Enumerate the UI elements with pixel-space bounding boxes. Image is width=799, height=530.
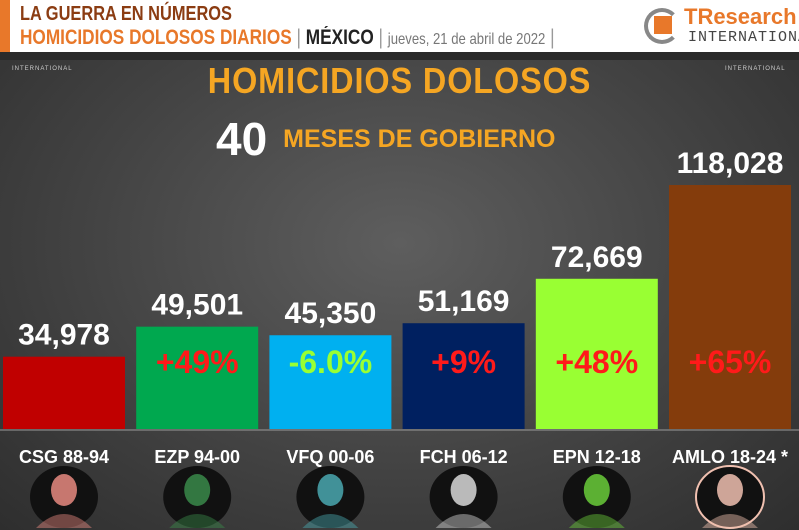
category-label: CSG 88-94 (19, 447, 109, 467)
bar (402, 323, 525, 429)
change-label: +9% (431, 344, 496, 380)
change-label: +65% (689, 344, 772, 380)
category-label: AMLO 18-24 * (672, 447, 788, 467)
bar (3, 356, 125, 429)
months-number: 40 (216, 113, 268, 165)
category-label: FCH 06-12 (420, 447, 508, 467)
header-title: LA GUERRA EN NÚMEROS (20, 3, 232, 25)
months-label: MESES DE GOBIERNO (283, 124, 556, 153)
watermark-logo-right: INTERNATIONAL (725, 66, 786, 72)
photo-shoulders (302, 514, 359, 528)
header-topic: HOMICIDIOS DOLOSOS DIARIOS (20, 26, 292, 49)
chart-background (0, 52, 799, 530)
chart-title: HOMICIDIOS DOLOSOS (207, 60, 592, 101)
value-label: 118,028 (677, 147, 784, 180)
watermark-logo-left: INTERNATIONAL (12, 66, 73, 72)
logo-bars-icon (654, 16, 672, 34)
tresearch-logo: TResearch INTERNATIONAL (640, 4, 799, 48)
photo-shoulders (702, 514, 758, 528)
photo-shoulders (36, 514, 92, 528)
chart-subtitle: 40 MESES DE GOBIERNO (216, 112, 555, 166)
header: LA GUERRA EN NÚMEROS HOMICIDIOS DOLOSOS … (0, 0, 799, 52)
photo-shoulders (568, 514, 625, 528)
header-country: MÉXICO (305, 26, 374, 49)
bar (669, 185, 791, 429)
header-subtitle: HOMICIDIOS DOLOSOS DIARIOS | MÉXICO | ju… (20, 26, 555, 50)
divider (0, 52, 799, 60)
logo-mark-icon (644, 8, 680, 44)
accent-stripe (0, 0, 10, 52)
change-label: +49% (156, 344, 239, 380)
category-label: VFQ 00-06 (286, 447, 374, 467)
photo-face (51, 474, 77, 506)
value-label: 51,169 (418, 285, 510, 318)
photo-face (717, 474, 743, 506)
bar (269, 335, 392, 429)
logo-subtext: INTERNATIONAL (688, 29, 799, 46)
photo-face (184, 474, 211, 506)
bar (136, 326, 259, 429)
photo-face (450, 474, 477, 506)
separator: | (550, 26, 555, 49)
photo-face (583, 474, 610, 506)
category-label: EZP 94-00 (154, 447, 240, 467)
header-date: jueves, 21 de abril de 2022 (387, 31, 546, 48)
value-label: 72,669 (551, 241, 643, 274)
photo-face (317, 474, 344, 506)
category-label: EPN 12-18 (553, 447, 641, 467)
watermark-text: INTERNATIONAL (12, 66, 73, 72)
photo-shoulders (435, 514, 492, 528)
value-label: 45,350 (285, 297, 377, 330)
separator: | (378, 26, 383, 49)
separator: | (296, 26, 301, 49)
value-label: 34,978 (18, 319, 110, 352)
logo-text: TResearch (684, 4, 797, 29)
change-label: -6.0% (289, 344, 373, 380)
photo-shoulders (169, 514, 226, 528)
value-label: 49,501 (151, 289, 243, 322)
watermark-text: INTERNATIONAL (725, 66, 786, 72)
bar (535, 278, 658, 429)
change-label: +48% (555, 344, 638, 380)
